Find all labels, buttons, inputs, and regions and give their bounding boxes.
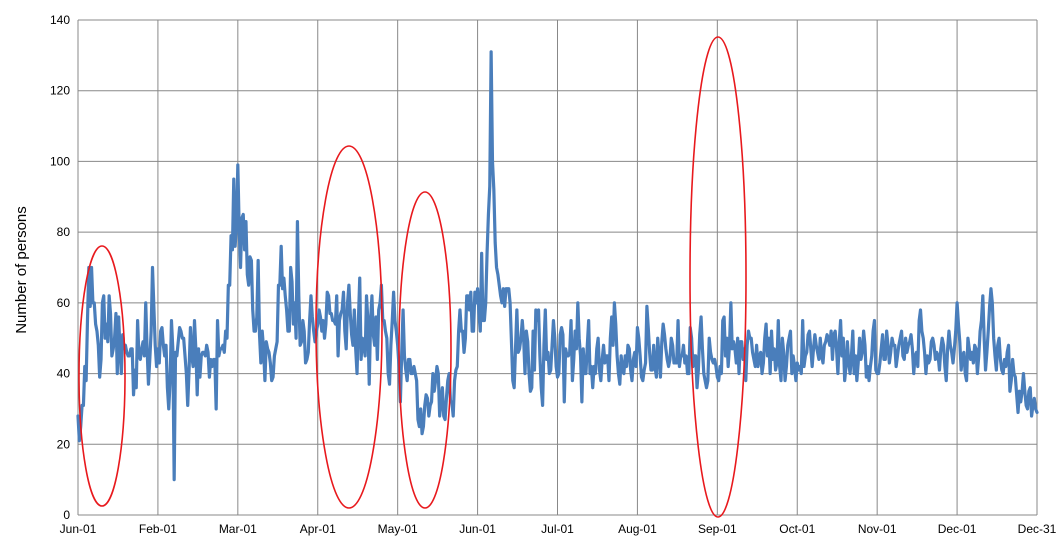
x-tick-label: Mar-01 [219,522,257,536]
y-tick-label: 120 [50,84,70,98]
x-tick-label: Jun-01 [459,522,496,536]
highlight-ellipse-2 [315,145,383,509]
highlight-ellipse-4 [689,36,747,518]
x-tick-label: Jul-01 [541,522,574,536]
y-axis-ticks: 0 20 40 60 80 100 120 140 [50,13,70,522]
y-tick-label: 40 [57,367,71,381]
x-tick-label: Nov-01 [858,522,897,536]
x-tick-label: Aug-01 [618,522,657,536]
x-tick-label: May-01 [378,522,418,536]
x-tick-label: Apr-01 [300,522,336,536]
x-tick-label: Feb-01 [139,522,177,536]
y-axis-label: Number of persons [13,206,30,334]
y-tick-label: 60 [57,296,71,310]
grid [77,19,1038,516]
x-tick-label: Oct-01 [779,522,815,536]
y-tick-label: 20 [57,437,71,451]
highlight-ellipse-3 [398,191,452,509]
x-tick-label: Jun-01 [60,522,97,536]
x-tick-label: Dec-31 [1018,522,1057,536]
x-tick-label: Sep-01 [698,522,737,536]
y-tick-label: 140 [50,13,70,27]
series-line [76,50,1039,482]
x-axis-ticks: Jun-01 Feb-01 Mar-01 Apr-01 May-01 Jun-01 Jul-… [60,522,1057,536]
highlight-ellipse-1 [78,245,126,507]
highlight-ellipses [78,36,747,518]
y-tick-label: 0 [63,508,70,522]
y-tick-label: 100 [50,154,70,168]
y-tick-label: 80 [57,225,71,239]
x-tick-label: Dec-01 [938,522,977,536]
series-group [76,50,1039,482]
